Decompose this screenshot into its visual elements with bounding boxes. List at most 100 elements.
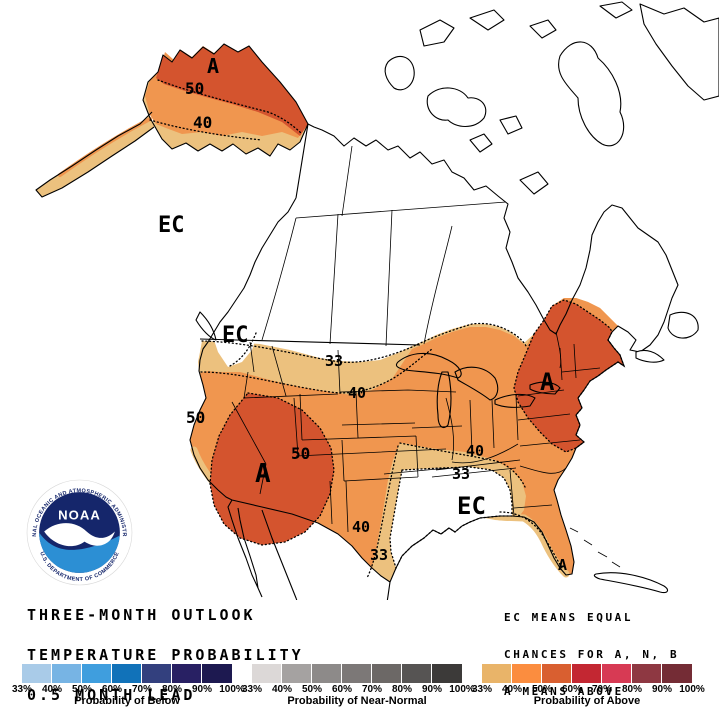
colorbar-tick: 70%	[591, 684, 613, 695]
map-label-a: A	[207, 54, 219, 78]
colorbar-below-segments	[22, 664, 232, 683]
colorbar-below-ticks: 33% 40% 50% 60% 70% 80% 90% 100%	[12, 684, 245, 696]
alaska-above-50	[156, 44, 308, 136]
title-line-lead: 0.5 MONTH LEAD	[27, 686, 196, 705]
colorbar-segment	[482, 664, 512, 683]
colorbar-segment	[252, 664, 282, 683]
map-label-ec: EC	[457, 492, 486, 520]
noaa-seal-sea	[39, 532, 120, 573]
map-label-ec: EC	[222, 323, 249, 348]
alaska-aleutian-orange-spine	[58, 117, 152, 177]
us-canada-border	[199, 338, 421, 346]
lake-michigan	[436, 371, 452, 429]
map-label-33: 33	[452, 465, 470, 483]
mainland-coast	[189, 123, 679, 583]
colorbar-tick: 33%	[241, 684, 263, 695]
colorbar-segment	[82, 664, 112, 683]
canada-province-borders	[261, 145, 562, 369]
map-label-33: 33	[370, 546, 388, 564]
colorbar-segment	[602, 664, 632, 683]
mexico-west-coast	[261, 509, 298, 600]
colorbar-above-segments	[482, 664, 692, 683]
contour-40-texas	[366, 445, 399, 579]
colorbar-segment	[52, 664, 82, 683]
nova-scotia	[635, 349, 665, 363]
noaa-wordmark: NOAA	[58, 507, 101, 522]
southampton-island	[519, 171, 549, 195]
map-label-50: 50	[186, 408, 205, 427]
map-label-ec: EC	[158, 213, 185, 238]
map-label-40: 40	[352, 518, 370, 536]
lake-erie	[494, 393, 536, 408]
lake-ontario	[529, 381, 561, 395]
arctic-islands	[384, 1, 719, 195]
colorbar-tick: 33%	[11, 684, 33, 695]
colorbar-tick: 90%	[191, 684, 213, 695]
legend-key-block: EC MEANS EQUAL CHANCES FOR A, N, B A MEA…	[504, 587, 679, 707]
colorbar-segment	[432, 664, 462, 683]
lake-huron	[454, 366, 499, 401]
colorbar-near-normal-ticks: 33% 40% 50% 60% 70% 80% 90% 100%	[242, 684, 475, 696]
noaa-seagull-icon	[44, 523, 115, 547]
title-line-variable: TEMPERATURE PROBABILITY	[27, 646, 304, 665]
colorbar-tick: 90%	[421, 684, 443, 695]
alaska-canada-border	[295, 123, 309, 199]
alaska-coast	[142, 43, 309, 157]
vancouver-island	[195, 311, 217, 341]
colorbar-segment	[542, 664, 572, 683]
map-label-50: 50	[185, 79, 204, 98]
map-label-40: 40	[193, 113, 212, 132]
legend-line-above: A MEANS ABOVE	[504, 685, 624, 699]
colorbar-segment	[572, 664, 602, 683]
colorbar-segment	[402, 664, 432, 683]
contour-33-north	[201, 322, 527, 363]
colorbar-above-caption: Probability of Above	[533, 695, 641, 707]
colorbar-tick: 80%	[621, 684, 643, 695]
bahamas-islands	[569, 527, 621, 568]
colorbar-tick: 80%	[391, 684, 413, 695]
title-block: THREE-MONTH OUTLOOK TEMPERATURE PROBABIL…	[27, 582, 304, 707]
colorbar-tick: 100%	[219, 684, 245, 695]
interior-borders	[199, 145, 601, 533]
baja-california	[227, 499, 263, 598]
alaska-40-contour	[149, 119, 263, 141]
coastlines	[35, 43, 699, 600]
colorbar-near-normal: 33% 40% 50% 60% 70% 80% 90% 100% Probability of…	[242, 664, 475, 707]
colorbar-segment	[202, 664, 232, 683]
baffin-island	[558, 41, 625, 147]
colorbar-near-normal-segments	[252, 664, 462, 683]
region-southwest-above-50	[209, 392, 335, 546]
region-ec-south	[389, 466, 513, 570]
lower48-shaded-regions	[190, 298, 626, 582]
map-label-a: A	[558, 556, 567, 574]
colorbar-tick: 40%	[271, 684, 293, 695]
colorbar-segment	[112, 664, 142, 683]
arctic-archipelago-north	[419, 1, 633, 47]
prince-of-wales-island	[499, 115, 523, 135]
colorbar-segment	[282, 664, 312, 683]
colorbar-segment	[342, 664, 372, 683]
colorbar-tick: 60%	[331, 684, 353, 695]
map-label-a: A	[255, 459, 271, 489]
colorbar-tick: 40%	[41, 684, 63, 695]
map-label-33: 33	[325, 352, 343, 370]
alaska-shaded-regions	[36, 44, 308, 197]
colorbar-segment	[172, 664, 202, 683]
legend-line-ec: EC MEANS EQUAL	[504, 610, 634, 624]
colorbar-tick: 50%	[301, 684, 323, 695]
colorbar-tick: 100%	[679, 684, 705, 695]
mexico-east-coast	[386, 581, 391, 600]
legend-line-chances: CHANCES FOR A, N, B	[504, 648, 680, 662]
colorbar-tick: 40%	[501, 684, 523, 695]
probability-contours	[200, 322, 563, 579]
cuba-outline	[593, 572, 669, 594]
newfoundland	[667, 311, 699, 339]
contour-40-north	[200, 348, 433, 394]
colorbar-tick: 100%	[449, 684, 475, 695]
title-line-outlook: THREE-MONTH OUTLOOK	[27, 605, 256, 624]
colorbar-tick: 60%	[101, 684, 123, 695]
great-lakes	[395, 352, 561, 429]
colorbar-segment	[662, 664, 692, 683]
